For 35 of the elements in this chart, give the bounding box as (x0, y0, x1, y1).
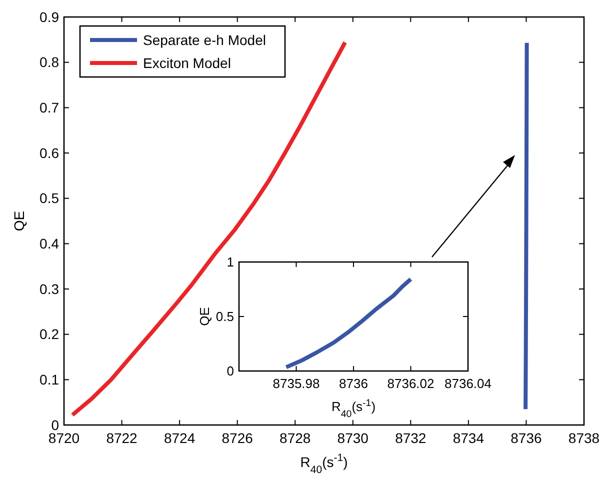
y-tick-label: 0 (51, 416, 60, 433)
y-tick-label: 0.7 (40, 100, 60, 116)
x-tick-label: 8720 (48, 430, 80, 446)
y-tick-label: 0.2 (40, 326, 60, 342)
line-series (524, 40, 529, 412)
x-tick-label: 8732 (395, 430, 426, 446)
y-tick-label: 0.5 (216, 309, 234, 324)
x-tick-label: 8724 (164, 430, 196, 446)
x-tick-label: 8734 (452, 430, 484, 446)
x-tick-label: 8735.98 (272, 376, 320, 391)
y-tick-label: 0.3 (40, 280, 60, 297)
x-axis-title: R$_{40}$(s$^{-1}$) (331, 398, 376, 420)
x-tick-label: 8730 (337, 430, 369, 446)
y-tick-label: 0.8 (40, 54, 60, 70)
x-tick-label: 8736.04 (444, 376, 492, 391)
y-tick-label: 0 (226, 364, 234, 379)
y-tick-label: 0.5 (40, 190, 60, 206)
x-tick-label: 8728 (280, 430, 311, 446)
y-axis-title: QE (11, 210, 27, 232)
legend-label: Separate e-h Model (143, 32, 266, 48)
x-tick-label: 8736 (339, 376, 368, 391)
x-tick-label: 8722 (106, 430, 138, 446)
x-tick-label: 8726 (222, 430, 254, 446)
legend-label: Exciton Model (143, 54, 231, 71)
x-axis-title: R$_{40}$(s$^{-1}$) (300, 452, 348, 476)
y-tick-label: 1 (226, 254, 234, 270)
y-tick-label: 0.1 (40, 372, 60, 388)
y-tick-label: 0.4 (40, 236, 60, 252)
x-tick-label: 8736 (510, 430, 542, 446)
x-tick-label: 8736.02 (387, 376, 434, 391)
y-tick-label: 0.9 (40, 8, 60, 25)
x-tick-label: 8738 (568, 430, 600, 446)
line-series (284, 277, 413, 370)
y-axis-title: QE (197, 306, 212, 326)
y-tick-label: 0.6 (40, 144, 60, 161)
